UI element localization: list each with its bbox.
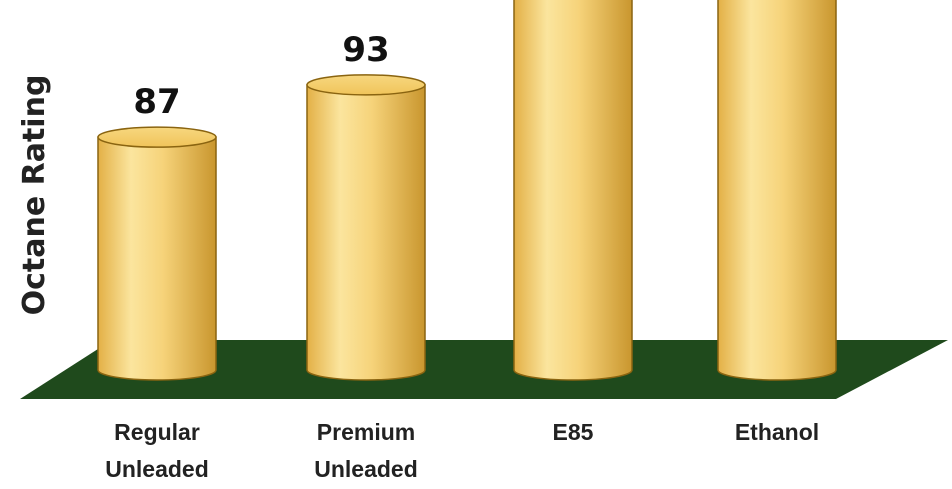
category-label: Premium Unleaded	[314, 419, 418, 482]
category-label: Ethanol	[735, 419, 819, 445]
category-label: Regular Unleaded	[105, 419, 209, 482]
bar-body	[97, 136, 217, 381]
category-label: E85	[553, 419, 594, 445]
bar-1: 93 Premium Unleaded	[306, 30, 426, 482]
bar-top	[97, 126, 217, 148]
bar-top	[306, 74, 426, 96]
chart-floor	[20, 340, 948, 399]
bar-2: 105E85	[513, 0, 633, 445]
bar-0: 87 Regular Unleaded	[97, 82, 217, 482]
bar-body	[306, 84, 426, 381]
value-label: 93	[342, 30, 389, 70]
bar-body	[717, 0, 837, 381]
bar-3: 113Ethanol	[717, 0, 837, 445]
y-axis-label: Octane Rating	[17, 75, 52, 316]
bar-body	[513, 0, 633, 381]
value-label: 87	[133, 82, 180, 122]
